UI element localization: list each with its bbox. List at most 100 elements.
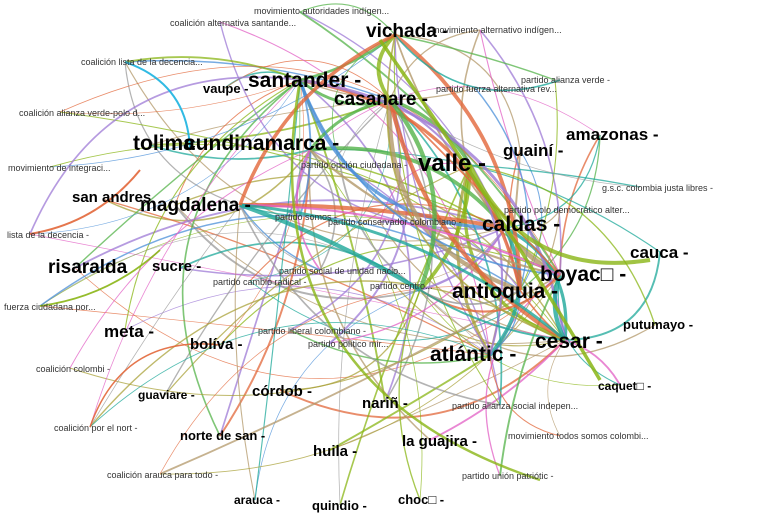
edge	[393, 33, 522, 291]
edge	[29, 233, 566, 341]
node-sucre: sucre -	[152, 258, 202, 275]
edge	[299, 79, 561, 276]
edge	[298, 79, 506, 230]
edge	[254, 79, 301, 501]
edge	[378, 38, 602, 381]
node-party-conservador: partido conservador colombiano -	[328, 217, 462, 227]
edge	[219, 79, 304, 346]
edge	[564, 339, 621, 386]
node-party-alianza-social: partido alianza social indepen...	[452, 401, 579, 411]
node-vaupes: vaupe -	[203, 81, 249, 96]
node-party-fuerza-ciudadana: fuerza ciudadana por...	[4, 302, 96, 312]
node-party-coal-verde-polo: coalición alianza verde-polo d...	[19, 108, 146, 118]
edge	[159, 274, 561, 475]
node-putumayo: putumayo -	[623, 317, 694, 332]
edge	[387, 99, 521, 293]
edge	[376, 33, 397, 102]
edge	[394, 34, 491, 356]
edge	[329, 354, 491, 451]
node-choco: choc□ -	[398, 492, 445, 507]
edge	[59, 111, 506, 229]
node-atlantico: atlántic -	[430, 343, 517, 366]
node-party-social-unidad: partido social de unidad nacio...	[279, 266, 406, 276]
node-huila: huila -	[313, 443, 358, 460]
node-bolivar: bolíva -	[190, 336, 243, 353]
edge	[49, 34, 396, 168]
edge	[479, 29, 562, 276]
edge	[239, 202, 422, 292]
node-norte-de-santander: norte de san -	[180, 428, 266, 443]
edge	[387, 99, 567, 342]
node-amazonas: amazonas -	[566, 125, 659, 144]
node-risaralda: risaralda	[48, 257, 128, 278]
edge	[504, 209, 561, 232]
node-party-coal-alt-santander: coalición alternativa santande...	[170, 18, 297, 28]
edge	[29, 79, 301, 235]
node-valle: valle -	[418, 150, 487, 177]
edge	[254, 289, 421, 501]
edge	[89, 343, 221, 428]
node-la-guajira: la guajira -	[402, 433, 478, 450]
edge	[29, 76, 301, 235]
edge	[398, 289, 421, 501]
node-party-mov-autoridades: movimiento autoridades indígen...	[254, 6, 390, 16]
edge	[104, 149, 311, 222]
node-party-mov-alt-indigena: movimiento alternativo indígen...	[432, 25, 562, 35]
edge	[329, 227, 506, 344]
node-party-fuerza-alternativa: partido fuerza alternativa rev...	[436, 84, 557, 94]
edge	[104, 199, 491, 356]
edge	[239, 203, 566, 342]
node-boyaca: boyac□ -	[540, 263, 627, 286]
edge	[309, 86, 601, 151]
node-quindio: quindio -	[312, 498, 367, 513]
node-party-mov-integracion: movimiento de integraci...	[8, 163, 111, 173]
edge	[479, 29, 561, 276]
edge	[124, 56, 301, 81]
node-casanare: casanare -	[334, 89, 429, 110]
edge	[174, 79, 301, 206]
edge	[289, 329, 491, 364]
edge	[299, 78, 391, 106]
edge	[234, 204, 256, 501]
edge	[564, 251, 661, 341]
node-meta: meta -	[104, 322, 155, 341]
edge	[89, 79, 301, 428]
node-party-coal-arauca: coalición arauca para todo -	[107, 470, 219, 480]
edge	[224, 59, 391, 101]
node-party-coal-colombia: coalición colombi -	[36, 364, 111, 374]
node-party-somos: partido somos -	[275, 212, 338, 222]
edge	[89, 204, 241, 428]
edge	[338, 99, 391, 506]
edge	[279, 289, 421, 391]
edge	[124, 61, 191, 151]
edge	[489, 289, 521, 356]
node-vichada: vichada -	[366, 21, 449, 42]
edge	[181, 79, 301, 437]
edge	[474, 87, 529, 291]
node-party-centro: partido centro...	[370, 281, 433, 291]
edge	[29, 169, 141, 235]
edge	[219, 149, 311, 437]
edge	[389, 98, 472, 166]
node-party-coal-por-el-norte: coalición por el nort -	[54, 423, 138, 433]
node-arauca: arauca -	[234, 493, 281, 507]
node-caqueta: caquet□ -	[598, 379, 652, 393]
node-party-alianza-verde: partido alianza verde -	[521, 75, 611, 85]
edge	[394, 34, 556, 81]
edge	[468, 164, 651, 265]
edge	[290, 79, 541, 482]
edge	[419, 289, 566, 341]
node-party-opcion-ciudadana: partido opción ciudadana -	[301, 160, 408, 170]
node-party-coal-lista-decencia: coalición lista de la decencia...	[81, 57, 203, 67]
edge	[239, 204, 321, 271]
edge	[389, 29, 481, 101]
edge	[124, 79, 301, 331]
edge	[394, 34, 561, 92]
node-party-union-patriotica: partido unión patriótic -	[462, 471, 554, 481]
node-magdalena: magdalena -	[140, 195, 251, 216]
edge	[309, 149, 423, 501]
edge	[389, 99, 503, 406]
edge	[174, 204, 421, 300]
edge	[469, 164, 656, 326]
